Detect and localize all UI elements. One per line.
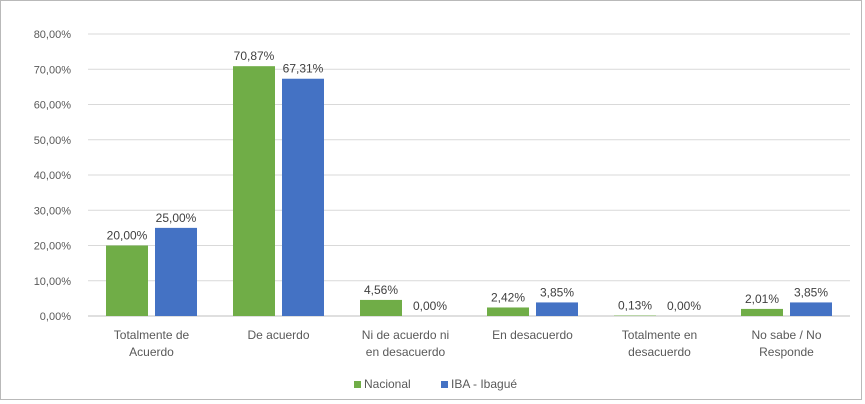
data-label: 0,00% <box>667 299 701 313</box>
legend-label: Nacional <box>364 377 411 391</box>
data-label: 0,00% <box>413 299 447 313</box>
data-labels: 20,00% 25,00% 70,87% 67,31% 4,56% 0,00% 2,42% 3… <box>107 49 829 313</box>
data-label: 2,01% <box>745 292 779 306</box>
y-tick-label: 40,00% <box>34 170 72 182</box>
y-tick-label: 60,00% <box>34 100 72 112</box>
data-label: 3,85% <box>794 285 828 299</box>
category-label: En desacuerdo <box>492 328 573 342</box>
bar-nacional <box>487 307 529 316</box>
legend-swatch <box>441 381 448 388</box>
category-label: Totalmente de <box>114 328 190 342</box>
bar-nacional <box>360 299 402 316</box>
y-tick-label: 70,00% <box>34 64 72 76</box>
legend: Nacional IBA - Ibagué <box>354 377 517 391</box>
bar-iba-ibague <box>155 227 197 316</box>
data-label: 25,00% <box>156 211 197 225</box>
bar-nacional <box>106 245 148 316</box>
data-label: 3,85% <box>540 285 574 299</box>
category-label: en desacuerdo <box>366 345 446 359</box>
y-tick-label: 30,00% <box>34 205 72 217</box>
bar-iba-ibague <box>282 78 324 317</box>
bar-nacional <box>233 66 275 316</box>
category-label: No sabe / No <box>751 328 821 342</box>
category-label: Totalmente en <box>622 328 697 342</box>
category-label: Responde <box>759 345 814 359</box>
bar-nacional <box>741 308 783 316</box>
category-label: Acuerdo <box>129 345 174 359</box>
legend-swatch <box>354 381 361 388</box>
data-label: 4,56% <box>364 283 398 297</box>
y-tick-label: 50,00% <box>34 135 72 147</box>
x-axis-categories: Totalmente de Acuerdo De acuerdo Ni de acue… <box>114 328 822 359</box>
legend-label: IBA - Ibagué <box>451 377 517 391</box>
data-label: 0,13% <box>618 299 652 313</box>
data-label: 67,31% <box>283 62 324 76</box>
data-label: 2,42% <box>491 290 525 304</box>
bar-iba-ibague <box>536 302 578 316</box>
category-label: Ni de acuerdo ni <box>362 328 449 342</box>
y-axis-ticks: 0,00% 10,00% 20,00% 30,00% 40,00% 50,00% 60,00… <box>34 29 72 323</box>
bars <box>106 66 832 317</box>
category-label: De acuerdo <box>247 328 309 342</box>
y-tick-label: 10,00% <box>34 276 72 288</box>
y-tick-label: 80,00% <box>34 29 72 41</box>
bar-iba-ibague <box>790 302 832 316</box>
gridlines <box>88 33 850 317</box>
category-label: desacuerdo <box>628 345 691 359</box>
data-label: 70,87% <box>234 49 275 63</box>
data-label: 20,00% <box>107 229 148 243</box>
y-tick-label: 20,00% <box>34 241 72 253</box>
y-tick-label: 0,00% <box>40 311 71 323</box>
